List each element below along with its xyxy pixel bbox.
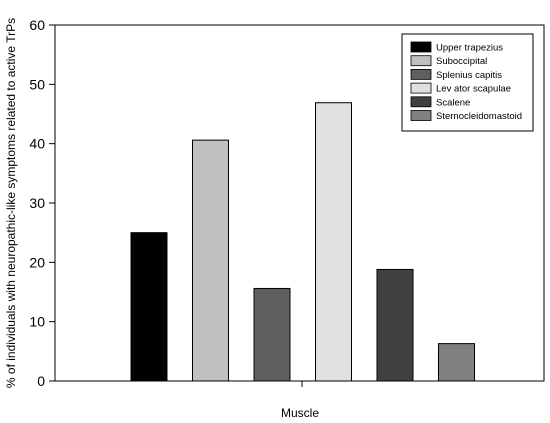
legend-swatch — [410, 96, 432, 108]
y-tick-label: 30 — [29, 195, 45, 211]
legend: Upper trapezius Suboccipital Splenius capi… — [401, 33, 534, 132]
bar — [192, 139, 229, 382]
legend-label: Suboccipital — [436, 56, 487, 67]
legend-swatch — [410, 82, 432, 94]
legend-swatch — [410, 55, 432, 67]
bar — [315, 102, 352, 382]
legend-label: Lev ator scapulae — [436, 84, 511, 95]
y-axis: 0 10 20 30 40 50 60 — [29, 17, 55, 389]
legend-label: Splenius capitis — [436, 70, 502, 81]
legend-label: Sternocleidomastoid — [436, 111, 522, 122]
bar — [438, 343, 475, 382]
bar — [376, 268, 414, 382]
x-axis-title: Muscle — [281, 406, 319, 420]
y-tick-label: 60 — [29, 17, 45, 33]
bar — [253, 287, 291, 382]
legend-swatch — [410, 41, 432, 53]
legend-swatch — [410, 69, 432, 80]
legend-label: Upper trapezius — [436, 43, 503, 54]
y-tick-label: 50 — [29, 76, 45, 92]
y-tick-label: 40 — [29, 136, 45, 152]
bars — [130, 102, 475, 382]
y-tick-label: 20 — [29, 254, 45, 270]
legend-swatch — [410, 110, 432, 121]
y-axis-title: % of individuals with neuropathic-like s… — [4, 18, 18, 388]
legend-label: Scalene — [436, 97, 470, 108]
y-tick-label: 10 — [29, 314, 45, 330]
y-tick-label: 0 — [37, 373, 45, 389]
bar — [130, 232, 168, 382]
